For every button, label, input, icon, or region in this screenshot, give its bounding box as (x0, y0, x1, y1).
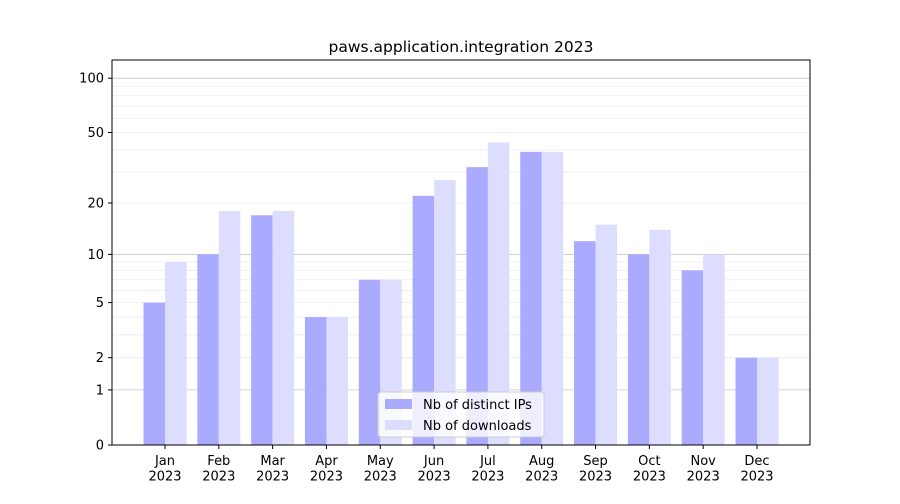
plot-frame (111, 59, 811, 446)
x-tick-label-line: Apr (315, 454, 338, 469)
x-tick-label: Nov 2023 (687, 454, 720, 485)
x-tick-label-line: 2023 (633, 470, 666, 485)
bar-downloads (757, 357, 779, 445)
x-tick-label-line: 2023 (364, 470, 397, 485)
x-tick-label-line: Nov (690, 454, 716, 469)
bar-downloads (165, 261, 187, 445)
bar-distinct-ips (358, 279, 381, 445)
bar-downloads (326, 317, 348, 445)
x-tick-label-line: 2023 (687, 470, 720, 485)
y-tick-label: 0 (96, 439, 104, 454)
bar-distinct-ips (251, 215, 273, 445)
x-tick-label: Mar 2023 (256, 454, 289, 485)
bar-distinct-ips (143, 302, 165, 445)
x-tick-label: Jul 2023 (471, 454, 504, 485)
bar-downloads (703, 254, 725, 445)
x-tick-label-line: 2023 (310, 470, 343, 485)
x-tick-label: Jun 2023 (418, 454, 451, 485)
legend-label: Nb of distinct IPs (423, 398, 532, 413)
bar-downloads (218, 210, 241, 445)
x-tick-label-line: Aug (529, 454, 554, 469)
bar-downloads (487, 142, 510, 445)
x-tick-label-line: May (367, 454, 394, 469)
x-tick-label-line: 2023 (525, 470, 558, 485)
y-tick-label: 100 (79, 72, 104, 87)
x-tick-label: Sep 2023 (579, 454, 612, 485)
x-tick-label-line: 2023 (740, 470, 773, 485)
x-tick-label-line: Jul (479, 454, 496, 469)
bar-distinct-ips (574, 241, 596, 445)
x-tick-label-line: Sep (583, 454, 608, 469)
bar-distinct-ips (627, 254, 650, 445)
bar-distinct-ips (304, 317, 327, 445)
bar-distinct-ips (466, 167, 488, 445)
bar-distinct-ips (520, 151, 542, 445)
x-tick-label-line: 2023 (579, 470, 612, 485)
x-tick-label-line: 2023 (471, 470, 504, 485)
legend-swatch (385, 399, 412, 409)
y-tick-label: 10 (87, 248, 104, 263)
legend-swatch (385, 420, 412, 430)
y-tick-label: 2 (96, 351, 104, 366)
bar-downloads (434, 180, 456, 445)
x-tick-label-line: 2023 (256, 470, 289, 485)
bar-distinct-ips (412, 195, 435, 445)
x-tick-label-line: Dec (744, 454, 769, 469)
x-tick-label: Apr 2023 (310, 454, 343, 485)
y-tick-label: 1 (96, 383, 104, 398)
legend: Nb of distinct IPs Nb of downloads (377, 391, 545, 438)
x-tick-label: Aug 2023 (525, 454, 558, 485)
legend-box (377, 391, 545, 438)
x-tick-label: Feb 2023 (202, 454, 235, 485)
bar-downloads (649, 229, 671, 445)
y-tick-label: 50 (87, 126, 104, 141)
x-tick-label-line: 2023 (418, 470, 451, 485)
x-tick-label-line: 2023 (202, 470, 235, 485)
x-tick-label-line: Feb (207, 454, 230, 469)
chart-title: paws.application.integration 2023 (329, 38, 594, 56)
x-tick-label-line: 2023 (148, 470, 181, 485)
bar-distinct-ips (735, 357, 757, 445)
y-tick-label: 5 (96, 296, 104, 311)
x-tick-label-line: Jan (154, 454, 175, 469)
bar-distinct-ips (681, 270, 704, 445)
x-tick-label-line: Oct (638, 454, 660, 469)
x-tick-label-line: Mar (260, 454, 285, 469)
bar-downloads (272, 210, 295, 445)
x-tick-label: May 2023 (364, 454, 397, 485)
x-tick-label-line: Jun (423, 454, 444, 469)
x-tick-label: Dec 2023 (740, 454, 773, 485)
y-tick-label: 20 (87, 197, 104, 212)
bar-downloads (541, 151, 564, 445)
bar-downloads (595, 224, 618, 445)
x-tick-label: Oct 2023 (633, 454, 666, 485)
legend-label: Nb of downloads (423, 419, 532, 434)
bar-distinct-ips (197, 254, 219, 445)
x-tick-label: Jan 2023 (148, 454, 181, 485)
